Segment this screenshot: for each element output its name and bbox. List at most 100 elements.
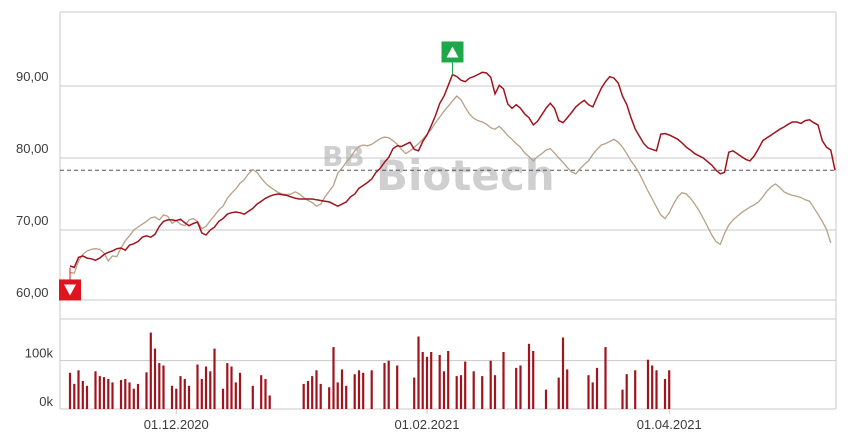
volume-bar <box>459 375 463 409</box>
volume-bar <box>472 371 475 409</box>
volume-bar <box>132 388 135 409</box>
volume-bar <box>128 382 131 409</box>
volume-bar <box>145 372 148 409</box>
volume-bar <box>362 372 365 410</box>
volume-bar <box>387 360 390 409</box>
volume-bar <box>81 381 84 409</box>
volume-bar <box>102 377 106 409</box>
volume-bar <box>179 376 182 409</box>
volume-bar <box>417 336 420 409</box>
volume-bar <box>153 348 157 409</box>
volume-bar <box>268 395 271 409</box>
volume-bar <box>251 385 254 409</box>
x-tick-label: 01.04.2021 <box>637 417 702 432</box>
volume-bar <box>209 371 212 409</box>
watermark-text: Biotech <box>376 151 555 200</box>
volume-axis-tick-labels: 0k 100k <box>25 346 54 409</box>
volume-bar <box>260 375 263 409</box>
volume-bar <box>234 382 237 409</box>
volume-bar <box>124 379 127 409</box>
y-tick-label: 70,00 <box>16 213 49 228</box>
x-tick-label: 01.02.2021 <box>394 417 459 432</box>
volume-bar <box>85 385 89 409</box>
volume-bar <box>336 382 339 409</box>
x-tick-label: 01.12.2020 <box>144 417 209 432</box>
volume-bar <box>98 376 101 409</box>
volume-bar <box>357 370 361 409</box>
y-tick-label: 90,00 <box>16 69 49 84</box>
x-axis-tick-labels: 01.12.2020 01.02.2021 01.04.2021 <box>144 409 702 432</box>
y-tick-label: 60,00 <box>16 285 49 300</box>
high-low-markers <box>59 41 464 301</box>
y-axis-tick-labels: 60,00 70,00 80,00 90,00 <box>16 69 49 300</box>
volume-bar <box>527 343 531 410</box>
volume-bar <box>158 363 161 409</box>
volume-bar <box>230 366 233 409</box>
volume-bar <box>413 377 416 409</box>
volume-bar <box>187 385 191 409</box>
volume-bar <box>213 348 216 409</box>
volume-bar <box>438 354 441 409</box>
volume-bar <box>447 351 450 409</box>
volume-bar <box>107 379 110 409</box>
volume-bar <box>646 359 650 409</box>
volume-bar <box>306 381 310 409</box>
volume-bar <box>430 352 433 409</box>
volume-bar <box>175 388 178 409</box>
volume-bars <box>68 332 671 410</box>
volume-bar <box>340 369 344 409</box>
volume-bar <box>464 361 467 409</box>
volume-bar <box>311 376 314 409</box>
volume-bar <box>136 383 140 409</box>
volume-bar <box>332 347 335 409</box>
volume-bar <box>264 379 267 409</box>
volume-bar <box>221 388 225 409</box>
volume-bar <box>370 370 373 409</box>
volume-bar <box>183 379 186 409</box>
volume-bar <box>561 337 565 409</box>
volume-bar <box>493 375 497 409</box>
volume-bar <box>421 352 424 409</box>
volume-bar <box>196 364 199 409</box>
volume-bar <box>396 365 399 409</box>
volume-bar <box>77 370 80 409</box>
volume-bar <box>604 347 607 409</box>
triangle-up-icon <box>446 46 459 58</box>
volume-bar <box>519 365 522 409</box>
volume-bar <box>651 365 654 409</box>
volume-bar <box>544 389 548 409</box>
grid <box>59 11 837 410</box>
volume-bar <box>655 370 658 409</box>
volume-bar <box>170 385 174 409</box>
volume-bar <box>383 363 386 409</box>
volume-bar <box>238 372 242 410</box>
volume-bar <box>319 383 322 409</box>
volume-bar <box>345 385 348 409</box>
volume-bar <box>68 372 72 410</box>
watermark-prefix: BB <box>322 140 365 173</box>
volume-bar <box>591 382 594 409</box>
volume-bar <box>455 376 458 409</box>
volume-bar <box>226 363 229 409</box>
volume-bar <box>502 352 505 409</box>
volume-bar <box>515 367 518 409</box>
volume-bar <box>634 370 637 409</box>
volume-tick-label: 0k <box>39 394 53 409</box>
volume-bar <box>315 370 318 409</box>
volume-bar <box>481 376 484 409</box>
volume-bar <box>149 332 152 409</box>
volume-bar <box>442 371 446 409</box>
volume-bar <box>621 389 624 409</box>
volume-bar <box>625 374 628 409</box>
volume-bar <box>587 375 590 409</box>
volume-bar <box>489 360 492 409</box>
volume-bar <box>557 377 560 409</box>
triangle-down-icon <box>64 284 76 296</box>
volume-bar <box>668 370 671 409</box>
volume-bar <box>425 356 429 409</box>
volume-bar <box>94 371 97 409</box>
volume-bar <box>200 379 203 409</box>
volume-bar <box>663 379 667 409</box>
volume-tick-label: 100k <box>25 346 54 361</box>
